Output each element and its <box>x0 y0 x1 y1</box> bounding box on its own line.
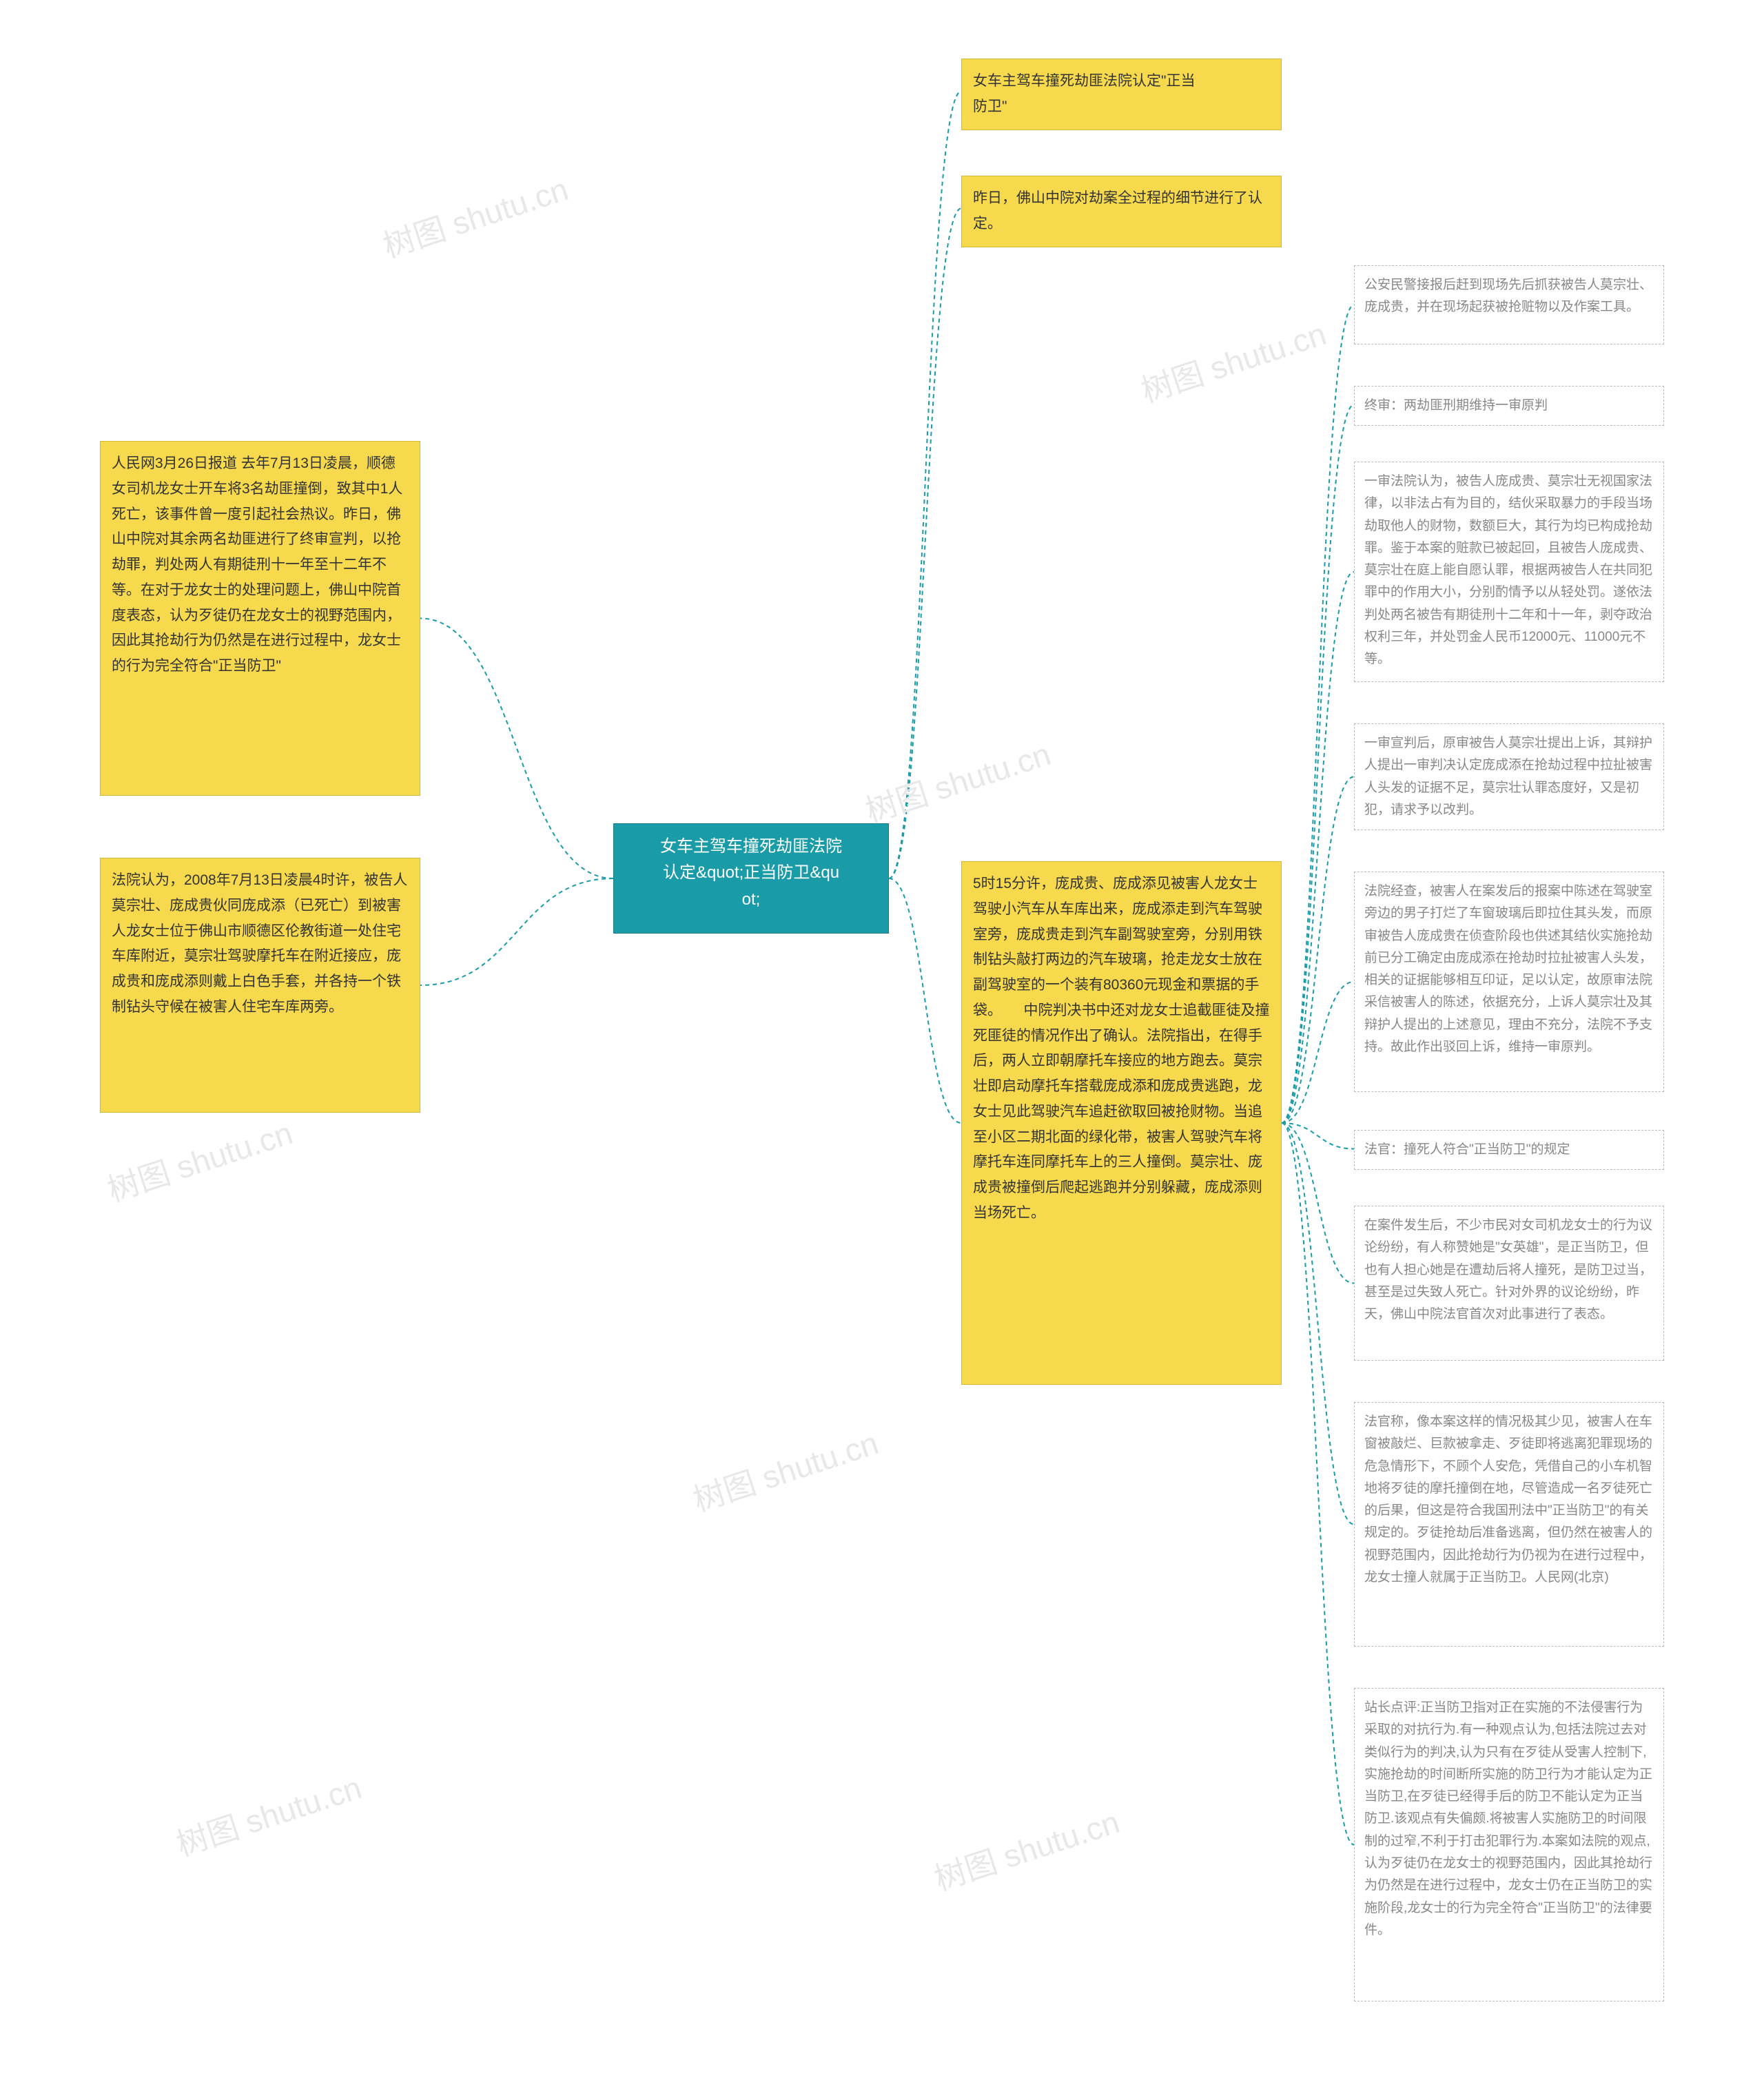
connector <box>1282 982 1354 1123</box>
connector <box>420 619 613 879</box>
mindmap-node-center: 女车主驾车撞死劫匪法院 认定&quot;正当防卫&qu ot; <box>613 823 889 934</box>
mindmap-node-right_y2: 昨日，佛山中院对劫案全过程的细节进行了认定。 <box>961 176 1282 247</box>
mindmap-node-gray1: 公安民警接报后赶到现场先后抓获被告人莫宗壮、庞成贵，并在现场起获被抢赃物以及作案… <box>1354 265 1664 344</box>
mindmap-node-gray9: 站长点评:正当防卫指对正在实施的不法侵害行为采取的对抗行为.有一种观点认为,包括… <box>1354 1688 1664 2001</box>
connector <box>889 878 961 1123</box>
watermark: 树图 shutu.cn <box>377 165 573 267</box>
connector <box>1282 777 1354 1124</box>
connector <box>1282 1123 1354 1149</box>
watermark: 树图 shutu.cn <box>1135 309 1331 412</box>
mindmap-node-gray2: 终审：两劫匪刑期维持一审原判 <box>1354 386 1664 426</box>
watermark: 树图 shutu.cn <box>687 1419 883 1521</box>
mindmap-node-left2: 法院认为，2008年7月13日凌晨4时许，被告人莫宗壮、庞成贵伙同庞成添（已死亡… <box>100 858 420 1113</box>
connector <box>889 209 961 879</box>
connector <box>1282 1123 1354 1845</box>
mindmap-node-right_y1: 女车主驾车撞死劫匪法院认定"正当 防卫" <box>961 59 1282 130</box>
mindmap-node-gray5: 法院经查，被害人在案发后的报案中陈述在驾驶室旁边的男子打烂了车窗玻璃后即拉住其头… <box>1354 872 1664 1092</box>
watermark: 树图 shutu.cn <box>101 1109 298 1211</box>
connector <box>889 92 961 879</box>
watermark: 树图 shutu.cn <box>859 730 1056 832</box>
mindmap-node-left1: 人民网3月26日报道 去年7月13日凌晨，顺德女司机龙女士开车将3名劫匪撞倒，致… <box>100 441 420 796</box>
connector <box>1282 1123 1354 1284</box>
mindmap-node-right_y3: 5时15分许，庞成贵、庞成添见被害人龙女士驾驶小汽车从车库出来，庞成添走到汽车驾… <box>961 861 1282 1385</box>
mindmap-node-gray7: 在案件发生后，不少市民对女司机龙女士的行为议论纷纷，有人称赞她是"女英雄"，是正… <box>1354 1206 1664 1361</box>
connector <box>1282 405 1354 1124</box>
connector <box>1282 572 1354 1123</box>
watermark: 树图 shutu.cn <box>170 1763 367 1866</box>
connector <box>1282 1123 1354 1525</box>
connector <box>1282 305 1354 1124</box>
mindmap-node-gray4: 一审宣判后，原审被告人莫宗壮提出上诉，其辩护人提出一审判决认定庞成添在抢劫过程中… <box>1354 723 1664 830</box>
connector <box>420 878 613 985</box>
watermark: 树图 shutu.cn <box>928 1798 1125 1900</box>
mindmap-node-gray3: 一审法院认为，被告人庞成贵、莫宗壮无视国家法律，以非法占有为目的，结伙采取暴力的… <box>1354 462 1664 682</box>
mindmap-node-gray8: 法官称，像本案这样的情况极其少见，被害人在车窗被敲烂、巨款被拿走、歹徒即将逃离犯… <box>1354 1402 1664 1647</box>
mindmap-node-gray6: 法官：撞死人符合"正当防卫"的规定 <box>1354 1130 1664 1170</box>
